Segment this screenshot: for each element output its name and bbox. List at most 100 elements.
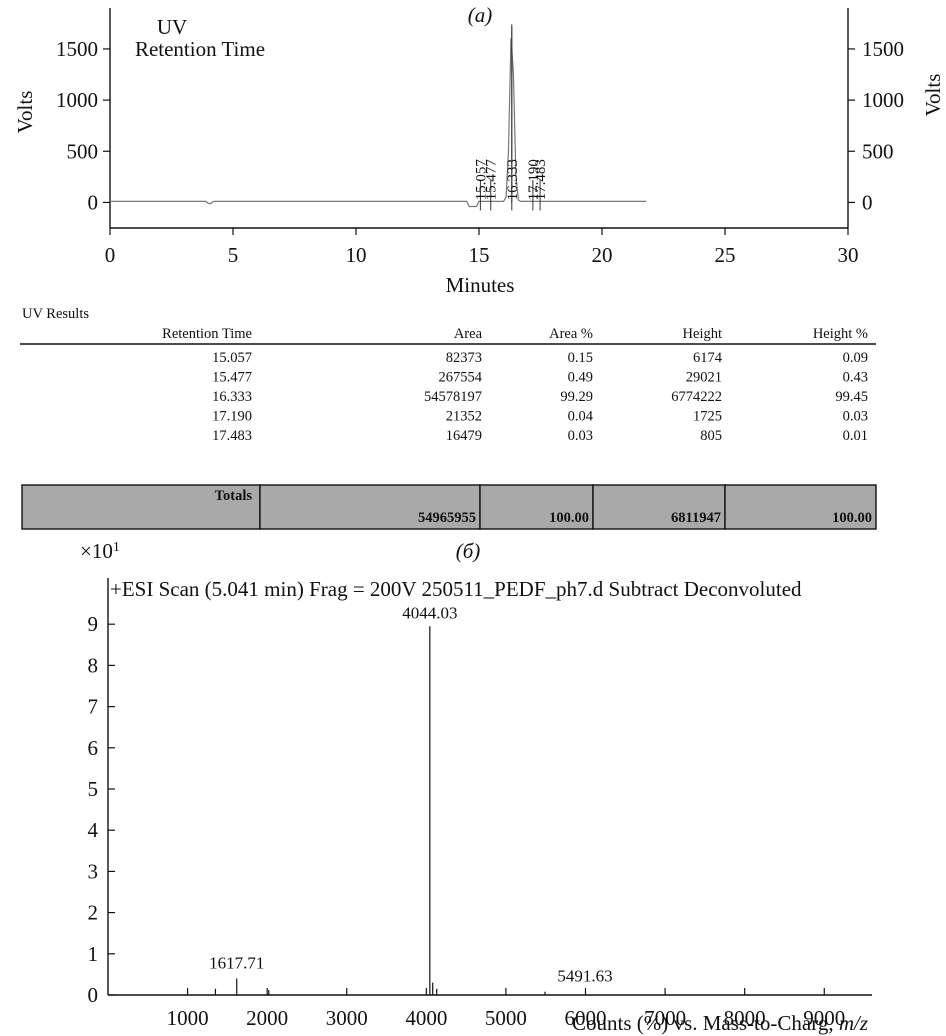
- x-tick-label: 2000: [246, 1006, 288, 1030]
- x-tick-label: 6000: [565, 1006, 607, 1030]
- peak-label: 15.477: [484, 159, 500, 201]
- table-cell: 0.01: [843, 428, 868, 444]
- y-tick-label: 4: [88, 818, 99, 842]
- x-tick-label: 10: [346, 243, 367, 267]
- y-tick-label-left: 1500: [56, 37, 98, 61]
- table-cell: 0.09: [843, 350, 868, 366]
- y-tick-label: 2: [88, 901, 99, 925]
- y-tick-label-right: 1000: [862, 88, 904, 112]
- table-cell: 0.15: [568, 350, 593, 366]
- col-header-area: Area: [454, 326, 483, 342]
- peak-label: 15.057: [473, 159, 489, 201]
- x-tick-label: 8000: [724, 1006, 766, 1030]
- spectrum-peak-label: 1617.71: [209, 954, 264, 973]
- y-tick-label: 9: [88, 612, 99, 636]
- table-cell: 16479: [446, 428, 482, 444]
- totals-row: Totals 54965955 100.00 6811947 100.00: [21, 484, 877, 530]
- y-tick-label-left: 500: [67, 139, 99, 163]
- table-cell: 1725: [693, 409, 722, 425]
- table-rows: 15.057 82373 0.15 6174 0.09 15.477 267554 0.49 2…: [212, 350, 868, 444]
- totals-height: 6811947: [671, 510, 721, 526]
- y-tick-label: 8: [88, 653, 99, 677]
- totals-label-cell: [21, 484, 261, 530]
- y-scale-label: ×101: [80, 539, 120, 563]
- table-cell: 6774222: [671, 389, 722, 405]
- x-tick-label: 25: [715, 243, 736, 267]
- table-cell: 15.477: [212, 370, 252, 386]
- table-cell: 0.49: [568, 370, 593, 386]
- uv-trace: [110, 38, 647, 208]
- spectrum-peak-label: 5491.63: [557, 967, 612, 986]
- peak-label: 16.333: [505, 159, 521, 200]
- y-tick-label-left: 0: [88, 190, 99, 214]
- x-tick-label: 7000: [644, 1006, 686, 1030]
- col-header-height: Height: [683, 326, 722, 342]
- y-tick-label-right: 0: [862, 190, 873, 214]
- totals-height-pct-cell: [724, 484, 877, 530]
- x-tick-label: 30: [838, 243, 859, 267]
- table-cell: 0.03: [568, 428, 593, 444]
- table-cell: 29021: [686, 370, 722, 386]
- table-cell: 0.03: [843, 409, 868, 425]
- totals-label: Totals: [215, 488, 253, 504]
- x-tick-label: 4000: [405, 1006, 447, 1030]
- peak-label: 17.483: [533, 159, 549, 200]
- panel-a-label: (a): [468, 3, 493, 27]
- uv-results-table: UV Results Retention Time Area Area % He…: [20, 306, 877, 530]
- peak-label: 17.190: [526, 159, 542, 200]
- table-cell: 267554: [439, 370, 483, 386]
- x-ticks: 1000 2000 3000 4000 5000 6000 7000 8000 9000: [167, 988, 845, 1030]
- x-tick-label: 20: [592, 243, 613, 267]
- y-axis-label-left: Volts: [13, 91, 37, 134]
- table-cell: 82373: [446, 350, 482, 366]
- table-cell: 99.29: [560, 389, 593, 405]
- x-tick-label: 15: [469, 243, 490, 267]
- totals-area-pct: 100.00: [549, 510, 589, 526]
- col-header-retention-time: Retention Time: [162, 326, 252, 342]
- table-cell: 21352: [446, 409, 482, 425]
- x-tick-label: 5: [228, 243, 239, 267]
- table-cell: 6174: [693, 350, 723, 366]
- col-header-height-pct: Height %: [813, 326, 868, 342]
- x-ticks: 0 5 10 15 20 25 30: [105, 228, 859, 267]
- table-cell: 17.190: [212, 409, 252, 425]
- x-tick-label: 9000: [803, 1006, 845, 1030]
- x-axis-label-var: m/z: [839, 1011, 868, 1035]
- y-tick-label: 5: [88, 777, 99, 801]
- spectrum-peak-label: 4044.03: [402, 603, 457, 622]
- table-cell: 0.04: [568, 409, 594, 425]
- x-axis-label-text: Counts (%) vs. Mass-to-Charg,: [572, 1011, 839, 1035]
- table-cell: 0.43: [843, 370, 868, 386]
- table-cell: 54578197: [424, 389, 482, 405]
- y-axis-label-right: Volts: [921, 74, 945, 117]
- y-tick-label: 0: [88, 983, 99, 1007]
- table-title: UV Results: [22, 306, 89, 322]
- x-tick-label: 3000: [326, 1006, 368, 1030]
- totals-height-cell: [592, 484, 726, 530]
- x-tick-label: 1000: [167, 1006, 209, 1030]
- y-tick-label: 3: [88, 859, 99, 883]
- y-tick-label-right: 1500: [862, 37, 904, 61]
- y-tick-label: 1: [88, 942, 99, 966]
- y-tick-label-right: 500: [862, 139, 894, 163]
- chart-a-title-line1: UV: [157, 15, 187, 39]
- x-tick-label: 5000: [485, 1006, 527, 1030]
- mass-spectrum: (б) ×101 +ESI Scan (5.041 min) Frag = 20…: [80, 539, 872, 1035]
- table-cell: 15.057: [212, 350, 252, 366]
- y-tick-label-left: 1000: [56, 88, 98, 112]
- spectrum-title: +ESI Scan (5.041 min) Frag = 200V 250511…: [110, 577, 802, 601]
- y-scale-base: ×10: [80, 539, 113, 563]
- panel-b-label: (б): [456, 539, 481, 563]
- y-tick-label: 6: [88, 736, 99, 760]
- y-ticks: 0 1 2 3 4 5 6 7 8 9: [88, 612, 115, 1007]
- chart-a-title-line2: Retention Time: [135, 37, 265, 61]
- col-header-area-pct: Area %: [549, 326, 593, 342]
- table-cell: 17.483: [212, 428, 252, 444]
- y-scale-exponent: 1: [113, 540, 120, 555]
- totals-height-pct: 100.00: [832, 510, 872, 526]
- table-cell: 99.45: [835, 389, 868, 405]
- x-tick-label: 0: [105, 243, 116, 267]
- y-tick-label: 7: [88, 695, 99, 719]
- table-cell: 805: [700, 428, 722, 444]
